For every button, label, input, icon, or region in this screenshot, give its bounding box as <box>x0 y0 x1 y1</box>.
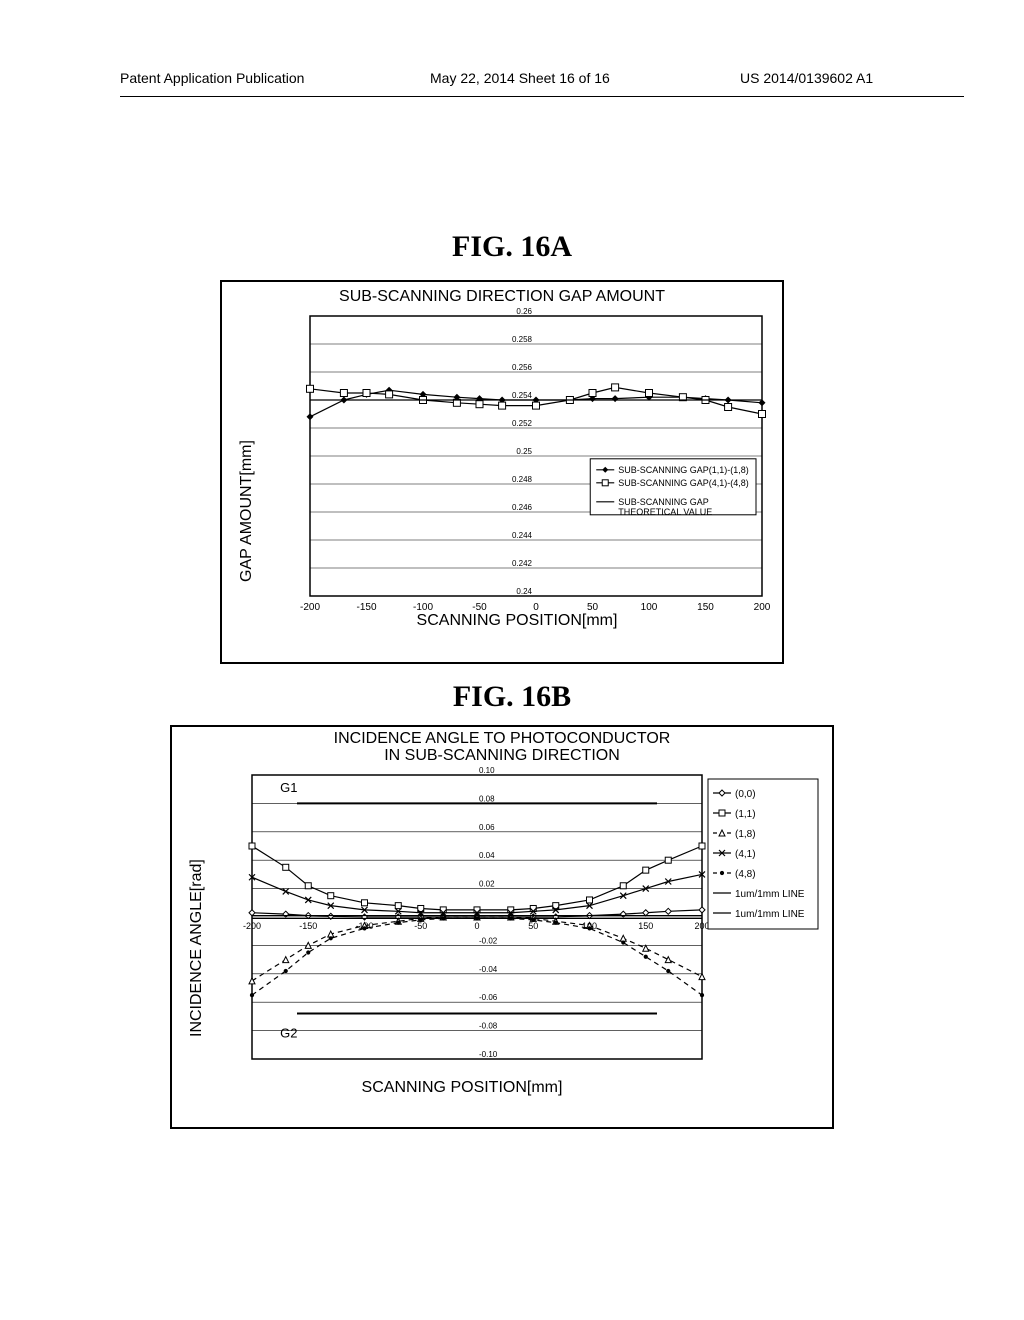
svg-text:1um/1mm LINE: 1um/1mm LINE <box>735 889 805 900</box>
svg-text:(4,1): (4,1) <box>735 849 756 860</box>
svg-text:G2: G2 <box>280 1025 297 1040</box>
fig-16a-xlabel: SCANNING POSITION[mm] <box>262 612 772 630</box>
svg-text:G1: G1 <box>280 780 297 795</box>
fig-16b-title: FIG. 16B <box>0 680 1024 714</box>
svg-text:0.252: 0.252 <box>512 419 533 428</box>
svg-text:1um/1mm LINE: 1um/1mm LINE <box>735 909 805 920</box>
svg-text:(0,0): (0,0) <box>735 789 756 800</box>
svg-text:0.08: 0.08 <box>479 794 495 803</box>
svg-text:SUB-SCANNING GAP: SUB-SCANNING GAP <box>618 497 709 507</box>
svg-text:-0.10: -0.10 <box>479 1050 498 1059</box>
fig-16a-title: FIG. 16A <box>0 230 1024 264</box>
svg-text:-0.06: -0.06 <box>479 993 498 1002</box>
svg-text:-50: -50 <box>414 921 427 931</box>
svg-text:-200: -200 <box>300 602 320 613</box>
fig-16b-chart-title-l2: IN SUB-SCANNING DIRECTION <box>384 747 620 764</box>
svg-text:-0.04: -0.04 <box>479 964 498 973</box>
svg-text:-0.08: -0.08 <box>479 1021 498 1030</box>
svg-text:(1,1): (1,1) <box>735 809 756 820</box>
svg-text:150: 150 <box>638 921 653 931</box>
svg-text:-150: -150 <box>299 921 317 931</box>
fig-16b-ylabel: INCIDENCE ANGLE[rad] <box>188 859 206 1037</box>
svg-text:0.256: 0.256 <box>512 363 533 372</box>
svg-text:-0.02: -0.02 <box>479 936 498 945</box>
fig-16b-chart-title-l1: INCIDENCE ANGLE TO PHOTOCONDUCTOR <box>334 730 671 747</box>
svg-text:-200: -200 <box>243 921 261 931</box>
svg-text:0.254: 0.254 <box>512 391 533 400</box>
fig-16a-chart: 0.24 0.242 0.244 0.246 0.248 0.25 0.252 0.254 0.… <box>262 306 772 626</box>
svg-text:SUB-SCANNING GAP(1,1)-(1,8): SUB-SCANNING GAP(1,1)-(1,8) <box>618 465 749 475</box>
svg-text:-150: -150 <box>356 602 376 613</box>
svg-text:0.04: 0.04 <box>479 851 495 860</box>
fig-16a-chart-title: SUB-SCANNING DIRECTION GAP AMOUNT <box>222 288 782 306</box>
svg-text:SUB-SCANNING GAP(4,1)-(4,8): SUB-SCANNING GAP(4,1)-(4,8) <box>618 478 749 488</box>
svg-text:0.248: 0.248 <box>512 475 533 484</box>
svg-text:(4,8): (4,8) <box>735 869 756 880</box>
svg-text:200: 200 <box>754 602 771 613</box>
svg-text:0.258: 0.258 <box>512 335 533 344</box>
fig-16b-box: INCIDENCE ANGLE TO PHOTOCONDUCTOR IN SUB… <box>170 725 834 1129</box>
fig-16b-xlabel: SCANNING POSITION[mm] <box>212 1079 712 1097</box>
svg-text:0.02: 0.02 <box>479 879 495 888</box>
svg-text:150: 150 <box>697 602 714 613</box>
svg-text:0.24: 0.24 <box>516 587 532 596</box>
header-mid: May 22, 2014 Sheet 16 of 16 <box>430 70 610 86</box>
svg-text:0.25: 0.25 <box>516 447 532 456</box>
fig-16a-box: SUB-SCANNING DIRECTION GAP AMOUNT GAP AM… <box>220 280 784 664</box>
header-left: Patent Application Publication <box>120 70 304 86</box>
svg-text:0: 0 <box>474 921 479 931</box>
svg-text:200: 200 <box>694 921 709 931</box>
svg-text:0.246: 0.246 <box>512 503 533 512</box>
fig-16a-ylabel: GAP AMOUNT[mm] <box>238 440 256 582</box>
svg-text:(1,8): (1,8) <box>735 829 756 840</box>
svg-text:THEORETICAL VALUE: THEORETICAL VALUE <box>618 507 712 517</box>
svg-text:0.06: 0.06 <box>479 822 495 831</box>
svg-text:0.244: 0.244 <box>512 531 533 540</box>
svg-text:100: 100 <box>641 602 658 613</box>
svg-text:0.26: 0.26 <box>516 307 532 316</box>
header-right: US 2014/0139602 A1 <box>740 70 873 86</box>
svg-text:0.242: 0.242 <box>512 559 533 568</box>
fig-16b-chart: -0.10 -0.08 -0.06 -0.04 -0.02 0.02 0.04 0.06 0.0… <box>212 765 822 1085</box>
svg-text:0.10: 0.10 <box>479 766 495 775</box>
svg-text:50: 50 <box>528 921 538 931</box>
